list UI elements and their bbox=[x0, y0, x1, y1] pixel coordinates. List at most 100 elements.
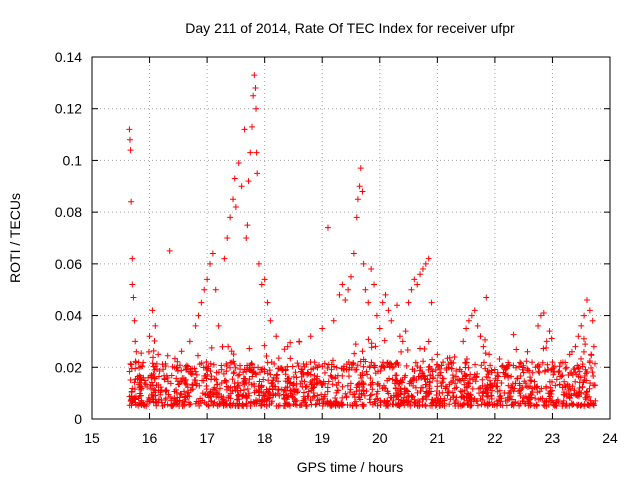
data-point bbox=[360, 363, 367, 370]
data-point bbox=[582, 366, 589, 373]
data-point bbox=[403, 399, 410, 406]
data-point bbox=[392, 360, 399, 367]
data-point bbox=[207, 388, 214, 395]
data-point bbox=[510, 402, 517, 409]
data-point bbox=[276, 392, 283, 399]
data-point bbox=[477, 395, 484, 402]
data-point bbox=[572, 378, 579, 385]
data-point bbox=[144, 383, 151, 390]
data-point bbox=[230, 196, 237, 203]
data-point bbox=[474, 402, 481, 409]
data-point bbox=[301, 378, 308, 385]
data-point bbox=[503, 364, 510, 371]
data-point bbox=[339, 383, 346, 390]
data-point bbox=[508, 396, 515, 403]
data-point bbox=[528, 385, 535, 392]
data-point bbox=[265, 389, 272, 396]
data-point bbox=[178, 367, 185, 374]
data-point bbox=[193, 371, 200, 378]
data-point bbox=[434, 351, 441, 358]
data-point bbox=[127, 147, 134, 154]
data-point bbox=[220, 402, 227, 409]
data-point bbox=[487, 362, 494, 369]
data-point bbox=[351, 350, 358, 357]
data-point bbox=[238, 183, 245, 190]
data-point bbox=[308, 401, 315, 408]
data-point bbox=[247, 149, 254, 156]
data-point bbox=[311, 359, 318, 366]
data-point bbox=[563, 393, 570, 400]
data-point bbox=[419, 384, 426, 391]
data-point bbox=[504, 372, 511, 379]
data-point bbox=[401, 402, 408, 409]
data-point bbox=[221, 255, 228, 262]
data-point bbox=[303, 383, 310, 390]
data-point bbox=[129, 385, 136, 392]
data-point bbox=[427, 372, 434, 379]
data-point bbox=[432, 367, 439, 374]
data-point bbox=[166, 247, 173, 254]
data-point bbox=[372, 343, 379, 350]
data-point bbox=[527, 402, 534, 409]
data-point bbox=[366, 396, 373, 403]
data-point bbox=[136, 372, 143, 379]
data-point bbox=[581, 400, 588, 407]
data-point bbox=[286, 375, 293, 382]
data-point bbox=[252, 85, 259, 92]
data-point bbox=[562, 382, 569, 389]
data-point bbox=[392, 401, 399, 408]
data-point bbox=[156, 368, 163, 375]
data-point bbox=[223, 362, 230, 369]
data-point bbox=[161, 375, 168, 382]
data-point bbox=[543, 344, 550, 351]
data-point bbox=[395, 362, 402, 368]
data-point bbox=[293, 389, 300, 396]
data-point bbox=[162, 395, 169, 402]
data-point bbox=[231, 380, 238, 387]
data-point bbox=[151, 386, 158, 393]
data-point bbox=[319, 402, 326, 409]
data-point bbox=[372, 400, 379, 407]
data-point bbox=[227, 214, 234, 221]
data-point bbox=[417, 271, 424, 278]
data-point bbox=[415, 397, 422, 404]
data-point bbox=[482, 401, 489, 408]
data-point bbox=[570, 401, 577, 408]
data-point bbox=[275, 365, 282, 372]
data-point bbox=[267, 371, 274, 378]
data-point bbox=[160, 366, 167, 373]
data-point bbox=[524, 367, 531, 374]
data-point bbox=[193, 398, 200, 405]
data-point bbox=[284, 401, 291, 408]
x-tick-label: 23 bbox=[545, 430, 561, 446]
y-tick-label: 0.1 bbox=[63, 152, 83, 168]
data-point bbox=[184, 384, 191, 391]
data-point bbox=[275, 387, 282, 394]
data-point bbox=[590, 382, 597, 389]
data-point bbox=[485, 371, 492, 378]
data-point bbox=[129, 281, 136, 288]
data-point bbox=[591, 360, 598, 367]
data-point bbox=[579, 383, 586, 390]
data-point bbox=[409, 366, 416, 373]
data-point bbox=[419, 370, 426, 377]
data-point bbox=[509, 380, 516, 387]
data-point bbox=[131, 379, 138, 386]
data-point bbox=[396, 380, 403, 387]
data-point bbox=[275, 355, 282, 362]
data-point bbox=[333, 364, 340, 371]
data-point bbox=[372, 370, 379, 377]
data-point bbox=[211, 384, 218, 391]
data-point bbox=[385, 375, 392, 382]
data-point bbox=[137, 373, 144, 380]
data-point bbox=[139, 363, 146, 370]
data-point bbox=[320, 395, 327, 402]
data-point bbox=[382, 291, 389, 298]
data-point bbox=[329, 381, 336, 388]
data-point bbox=[498, 363, 505, 370]
data-point bbox=[256, 386, 263, 393]
data-point bbox=[590, 372, 597, 379]
data-point bbox=[200, 377, 207, 384]
data-point bbox=[398, 400, 405, 407]
data-point bbox=[388, 317, 395, 324]
